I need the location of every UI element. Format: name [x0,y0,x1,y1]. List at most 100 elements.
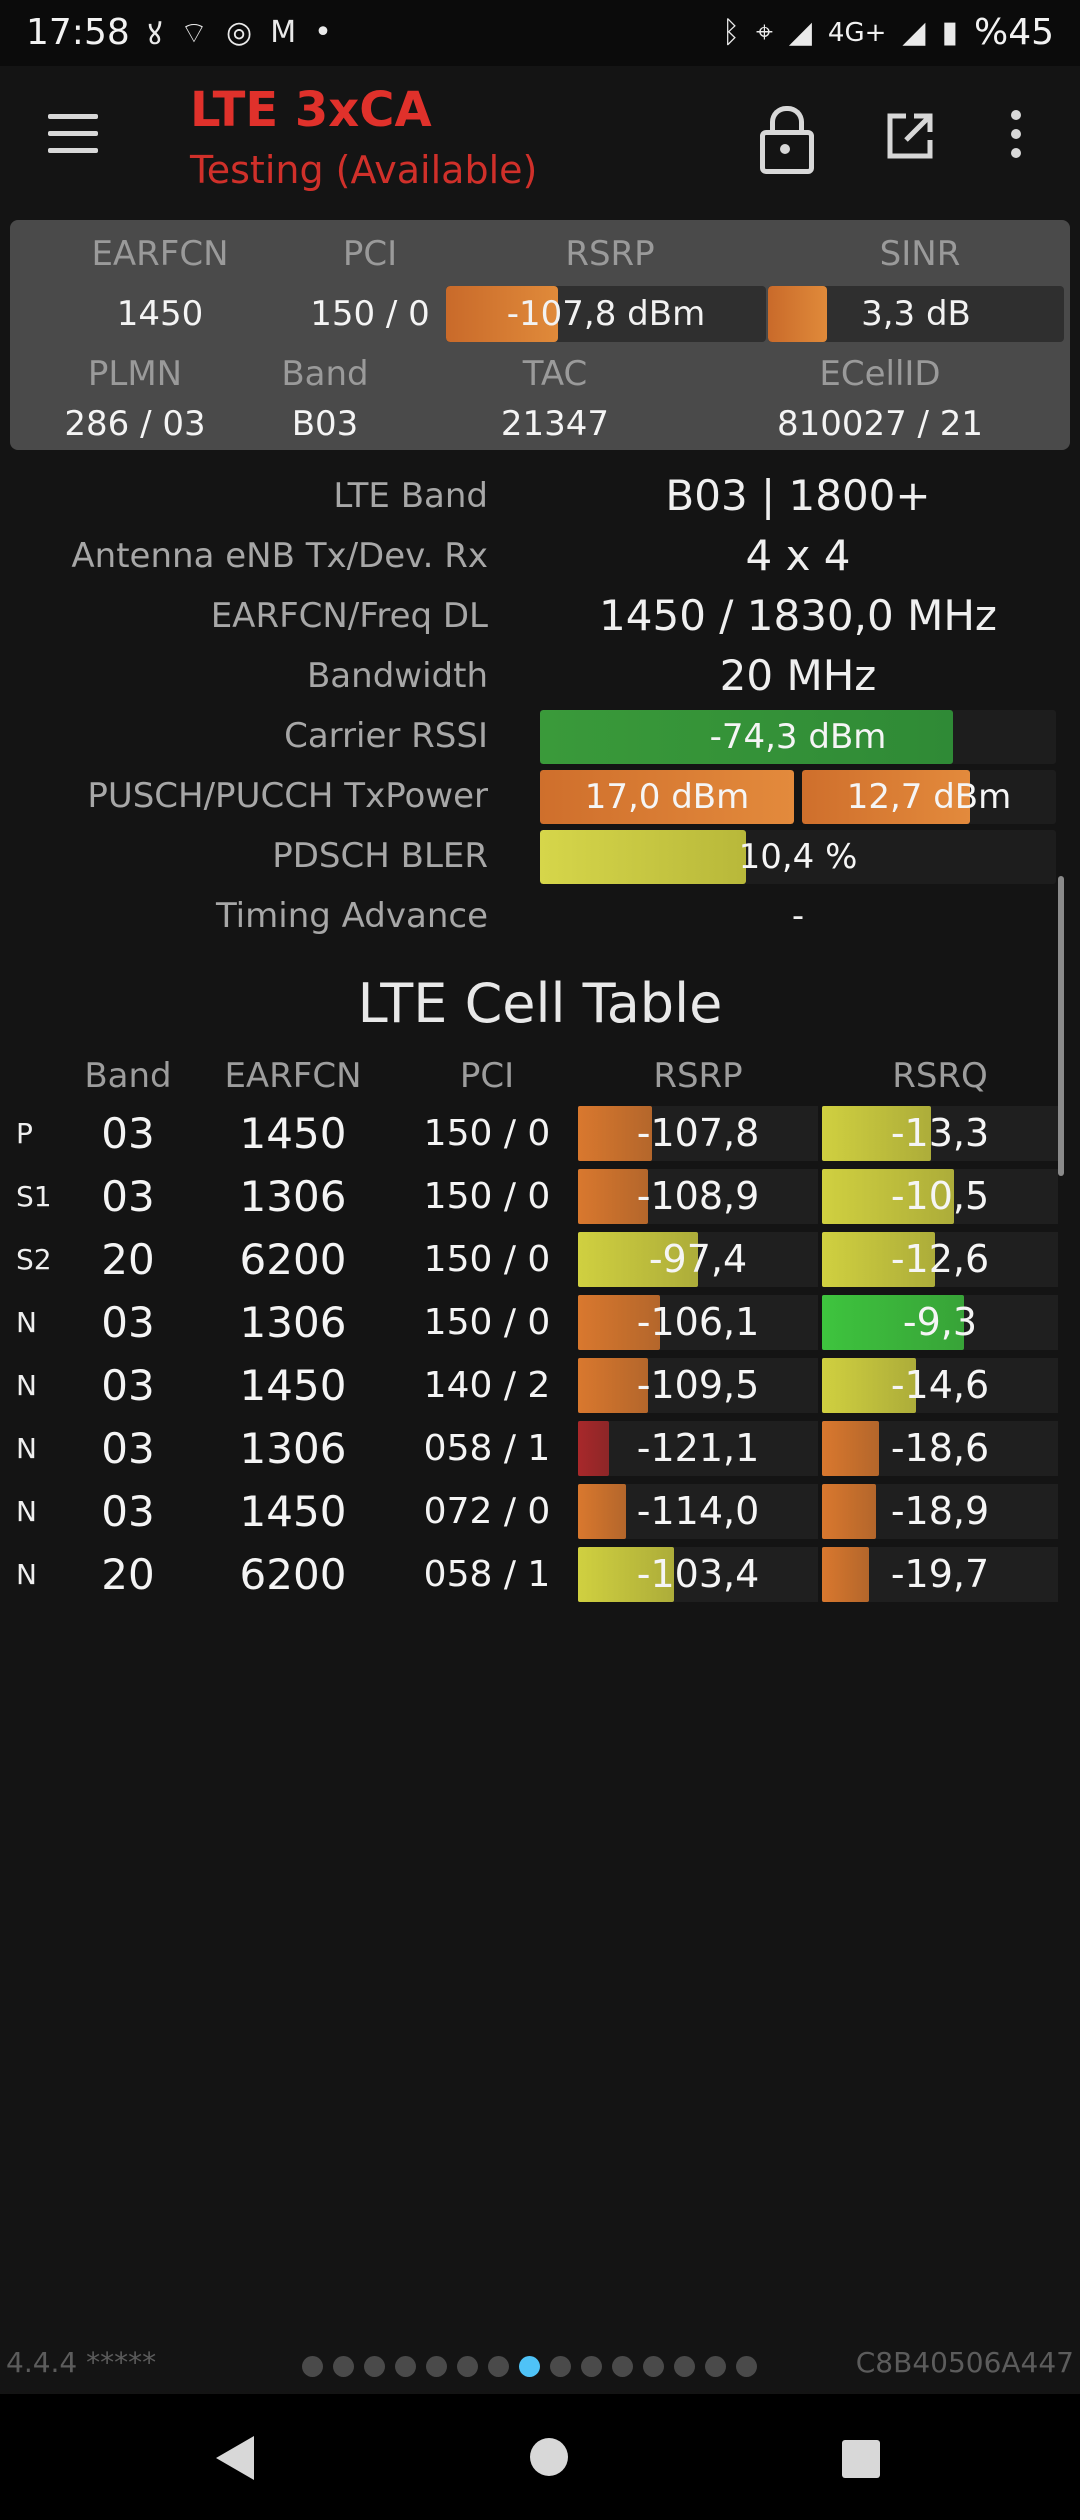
cell-rsrp-bar: -103,4 [578,1547,818,1602]
rssi-row: Carrier RSSI -74,3 dBm [0,706,1080,766]
antenna-row: Antenna eNB Tx/Dev. Rx 4 x 4 [0,526,1080,586]
page-dot[interactable] [519,2356,540,2377]
cell-rsrq-fill [822,1484,877,1539]
page-dot[interactable] [612,2356,633,2377]
ta-row: Timing Advance - [0,886,1080,946]
header-rsrq: RSRQ [892,1056,988,1096]
cell-type: S2 [16,1243,52,1276]
table-row: N 03 1306 058 / 1 -121,1 -18,6 [0,1417,1080,1480]
cell-earfcn: 1306 [239,1172,347,1221]
page-dot[interactable] [457,2356,478,2377]
page-indicator[interactable] [302,2356,757,2377]
earfcn-freq-row: EARFCN/Freq DL 1450 / 1830,0 MHz [0,586,1080,646]
cell-rsrp-fill [578,1232,698,1287]
cell-rsrq-fill [822,1169,955,1224]
cell-rsrq-bar: -13,3 [822,1106,1058,1161]
rssi-bar: -74,3 dBm [540,710,1056,764]
cell-rsrq-bar: -14,6 [822,1358,1058,1413]
table-row: N 20 6200 058 / 1 -103,4 -19,7 [0,1543,1080,1606]
cell-rsrq-bar: -18,6 [822,1421,1058,1476]
device-id: C8B40506A447 [855,2346,1074,2379]
cell-rsrq: -12,6 [890,1237,990,1281]
cell-pci: 150 / 0 [423,1176,551,1217]
cell-earfcn: 1306 [239,1424,347,1473]
header-rsrp: RSRP [653,1056,743,1096]
page-dot[interactable] [581,2356,602,2377]
page-dot[interactable] [550,2356,571,2377]
instagram-icon: ◎ [226,15,253,50]
page-dot[interactable] [333,2356,354,2377]
txpower-row: PUSCH/PUCCH TxPower 17,0 dBm 12,7 dBm [0,766,1080,826]
cell-band: 03 [101,1109,155,1158]
sinr-bar-fill [768,286,828,342]
status-bar: 17:58 ꙋ ⌔ ◎ M • ᛒ ⌖ ◢ 4G+ ◢ ▮ %45 [0,0,1080,66]
page-dot[interactable] [302,2356,323,2377]
back-icon[interactable] [216,2436,254,2480]
cell-rsrp-bar: -97,4 [578,1232,818,1287]
cell-type: N [16,1558,37,1591]
lte-band-row: LTE Band B03 | 1800+ [0,466,1080,526]
band-value: B03 [291,404,359,444]
rssi-value: -74,3 dBm [709,717,887,757]
cell-rsrq-fill [822,1232,936,1287]
cell-type: N [16,1306,37,1339]
cell-band: 03 [101,1487,155,1536]
cell-band: 03 [101,1298,155,1347]
cell-rsrp: -108,9 [636,1174,760,1218]
open-external-icon[interactable] [884,110,936,162]
bandwidth-row: Bandwidth 20 MHz [0,646,1080,706]
page-dot[interactable] [736,2356,757,2377]
recent-apps-icon[interactable] [842,2440,880,2478]
menu-icon[interactable] [48,114,98,154]
txpower-label: PUSCH/PUCCH TxPower [87,776,488,816]
table-row: S1 03 1306 150 / 0 -108,9 -10,5 [0,1165,1080,1228]
cell-rsrq: -9,3 [902,1300,978,1344]
cell-rsrq-bar: -10,5 [822,1169,1058,1224]
page-dot[interactable] [364,2356,385,2377]
bler-label: PDSCH BLER [272,836,488,876]
bler-value: 10,4 % [738,837,858,877]
cell-rsrq: -18,9 [890,1489,990,1533]
page-dot[interactable] [395,2356,416,2377]
cell-band: 03 [101,1361,155,1410]
cell-rsrp-bar: -121,1 [578,1421,818,1476]
cell-rsrp-bar: -114,0 [578,1484,818,1539]
page-dot[interactable] [705,2356,726,2377]
lock-icon[interactable] [760,106,814,174]
home-icon[interactable] [530,2438,568,2476]
scrollbar[interactable] [1058,876,1064,1176]
cell-rsrq-bar: -9,3 [822,1295,1058,1350]
cell-rsrq-bar: -12,6 [822,1232,1058,1287]
page-dot[interactable] [674,2356,695,2377]
dot-icon: • [314,15,332,50]
rsrp-label: RSRP [565,234,655,274]
pusch-bar-fill [540,770,794,824]
gmail-icon: M [270,15,297,50]
page-dot[interactable] [426,2356,447,2377]
pusch-bar: 17,0 dBm [540,770,794,824]
cell-pci: 150 / 0 [423,1302,551,1343]
table-row: N 03 1306 150 / 0 -106,1 -9,3 [0,1291,1080,1354]
header-earfcn: EARFCN [224,1056,362,1096]
cell-earfcn: 1450 [239,1361,347,1410]
bandwidth-label: Bandwidth [306,656,488,696]
more-options-icon[interactable] [1006,110,1026,170]
app-bar: LTE 3xCA Testing (Available) [0,66,1080,216]
navigation-bar [0,2394,1080,2520]
cell-rsrq: -14,6 [890,1363,990,1407]
lte-band-label: LTE Band [333,476,488,516]
earfcn-value: 1450 [116,294,204,334]
page-dot[interactable] [488,2356,509,2377]
cell-rsrq-fill [822,1295,964,1350]
page-dot[interactable] [643,2356,664,2377]
sinr-bar: 3,3 dB [768,286,1064,342]
bandwidth-value: 20 MHz [719,651,877,700]
cell-rsrp: -103,4 [636,1552,760,1596]
header-pci: PCI [459,1056,515,1096]
rssi-bar-fill [540,710,953,764]
cell-rsrp-fill [578,1295,660,1350]
cell-rsrq-fill [822,1358,917,1413]
cell-pci: 072 / 0 [423,1491,551,1532]
cell-pci: 140 / 2 [423,1365,551,1406]
antenna-value: 4 x 4 [745,531,851,580]
